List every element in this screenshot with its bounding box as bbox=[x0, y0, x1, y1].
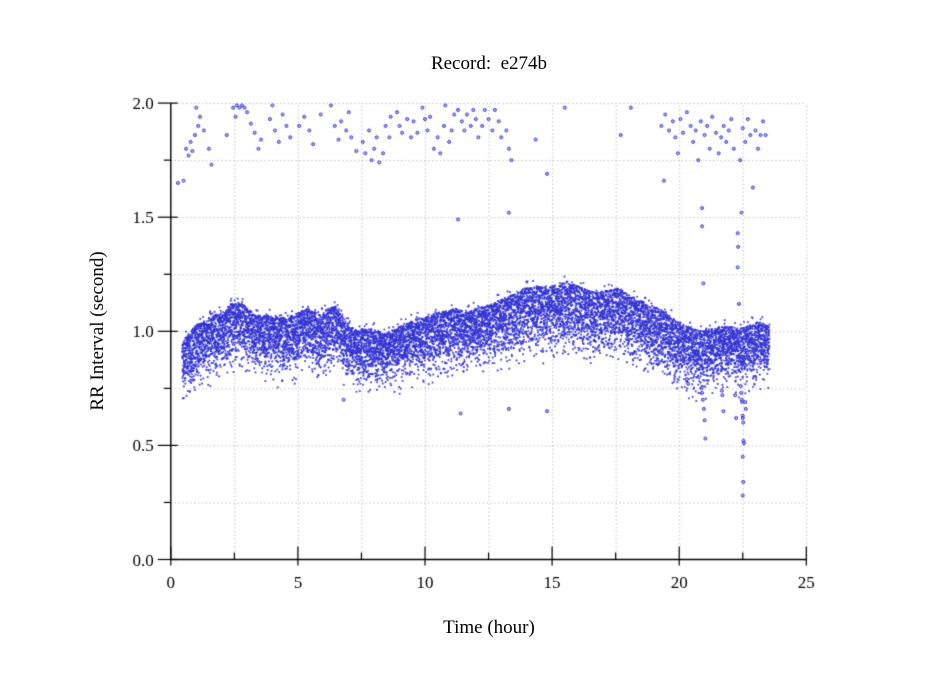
y-axis-label: RR Interval (second) bbox=[87, 251, 108, 411]
x-axis-label: Time (hour) bbox=[443, 617, 535, 638]
plot-title: Record: e274b bbox=[430, 53, 548, 74]
